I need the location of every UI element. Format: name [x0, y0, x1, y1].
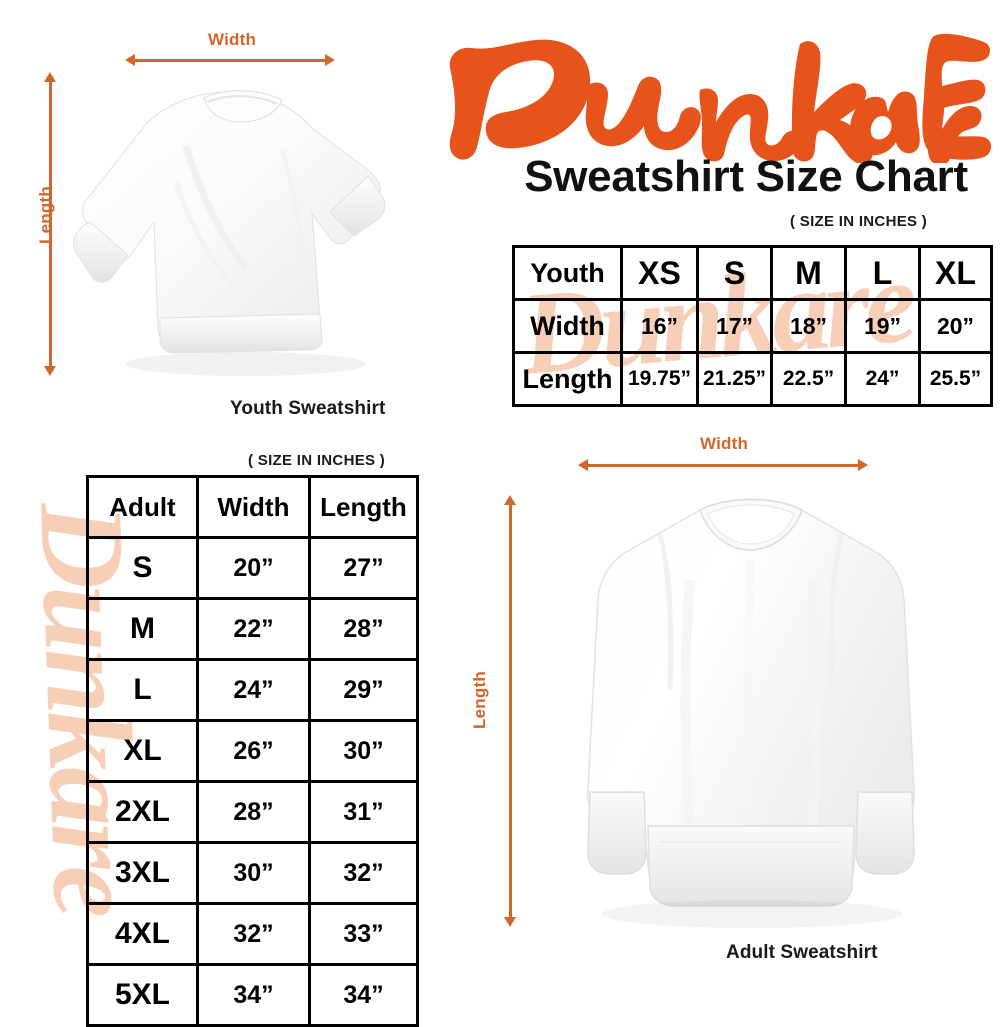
youth-width-label: Width: [208, 30, 257, 49]
youth-length-l: 24”: [844, 351, 921, 407]
adult-length-3: 30”: [308, 719, 419, 783]
adult-length-6: 33”: [308, 902, 419, 966]
adult-length-5: 32”: [308, 841, 419, 905]
adult-header-length: Length: [308, 475, 419, 539]
youth-width-l: 19”: [844, 298, 921, 354]
table-row-adult-header: Adult Width Length: [86, 475, 419, 539]
adult-size-7: 5XL: [86, 963, 199, 1027]
adult-header-width: Width: [196, 475, 311, 539]
youth-units-note: ( SIZE IN INCHES ): [790, 213, 928, 230]
adult-size-0: S: [86, 536, 199, 600]
adult-size-6: 4XL: [86, 902, 199, 966]
table-row: 4XL 32” 33”: [86, 902, 419, 966]
adult-width-3: 26”: [196, 719, 311, 783]
table-row-youth-length: Length 19.75” 21.25” 22.5” 24” 25.5”: [512, 351, 993, 407]
arrow-shaft: [508, 502, 512, 920]
youth-length-m: 22.5”: [770, 351, 847, 407]
table-row: 2XL 28” 31”: [86, 780, 419, 844]
adult-width-7: 34”: [196, 963, 311, 1027]
page-title: Sweatshirt Size Chart: [524, 152, 968, 201]
adult-width-6: 32”: [196, 902, 311, 966]
youth-size-m: M: [770, 245, 847, 301]
adult-length-1: 28”: [308, 597, 419, 661]
table-row: L 24” 29”: [86, 658, 419, 722]
adult-width-label: Width: [700, 434, 749, 453]
adult-length-4: 31”: [308, 780, 419, 844]
adult-size-table: Adult Width Length S 20” 27” M 22” 28” L 24” 29”…: [86, 475, 419, 1027]
arrow-head-down-icon: [44, 366, 56, 376]
adult-length-0: 27”: [308, 536, 419, 600]
youth-length-rowlabel: Length: [512, 351, 623, 407]
arrow-head-down-icon: [504, 917, 516, 927]
youth-length-xl: 25.5”: [918, 351, 993, 407]
adult-size-1: M: [86, 597, 199, 661]
adult-sweatshirt-caption: Adult Sweatshirt: [726, 942, 878, 963]
brand-logo: [440, 28, 992, 163]
adult-length-arrow: [503, 495, 517, 927]
adult-width-1: 22”: [196, 597, 311, 661]
table-row: S 20” 27”: [86, 536, 419, 600]
table-row: XL 26” 30”: [86, 719, 419, 783]
youth-length-s: 21.25”: [696, 351, 773, 407]
adult-width-0: 20”: [196, 536, 311, 600]
youth-length-arrow: [43, 72, 57, 376]
table-row-youth-width: Width 16” 17” 18” 19” 20”: [512, 298, 993, 354]
adult-width-5: 30”: [196, 841, 311, 905]
adult-length-2: 29”: [308, 658, 419, 722]
youth-corner-label: Youth: [512, 245, 623, 301]
arrow-shaft: [48, 79, 52, 369]
arrow-head-left-icon: [125, 54, 135, 66]
youth-sweatshirt-image: [68, 72, 408, 390]
adult-width-2: 24”: [196, 658, 311, 722]
adult-size-2: L: [86, 658, 199, 722]
adult-units-note: ( SIZE IN INCHES ): [248, 452, 386, 469]
youth-width-m: 18”: [770, 298, 847, 354]
arrow-head-up-icon: [504, 495, 516, 505]
adult-length-7: 34”: [308, 963, 419, 1027]
arrow-head-up-icon: [44, 72, 56, 82]
arrow-shaft: [585, 463, 861, 467]
arrow-head-right-icon: [858, 459, 868, 471]
table-row: 5XL 34” 34”: [86, 963, 419, 1027]
youth-width-xs: 16”: [620, 298, 699, 354]
youth-size-table: Youth XS S M L XL Width 16” 17” 18” 19” …: [512, 245, 993, 407]
youth-size-xl: XL: [918, 245, 993, 301]
adult-width-arrow: [578, 458, 868, 472]
youth-size-xs: XS: [620, 245, 699, 301]
adult-width-4: 28”: [196, 780, 311, 844]
youth-length-xs: 19.75”: [620, 351, 699, 407]
adult-sweatshirt-image: [540, 490, 960, 940]
table-row: 3XL 30” 32”: [86, 841, 419, 905]
adult-size-3: XL: [86, 719, 199, 783]
adult-size-4: 2XL: [86, 780, 199, 844]
table-row: M 22” 28”: [86, 597, 419, 661]
youth-width-arrow: [125, 53, 335, 67]
youth-size-s: S: [696, 245, 773, 301]
adult-size-5: 3XL: [86, 841, 199, 905]
adult-length-label: Length: [470, 671, 489, 729]
arrow-shaft: [132, 58, 328, 62]
youth-width-s: 17”: [696, 298, 773, 354]
youth-size-l: L: [844, 245, 921, 301]
table-row-youth-header: Youth XS S M L XL: [512, 245, 993, 301]
adult-header-size: Adult: [86, 475, 199, 539]
youth-width-xl: 20”: [918, 298, 993, 354]
youth-width-rowlabel: Width: [512, 298, 623, 354]
youth-sweatshirt-caption: Youth Sweatshirt: [230, 398, 386, 419]
arrow-head-left-icon: [578, 459, 588, 471]
arrow-head-right-icon: [325, 54, 335, 66]
